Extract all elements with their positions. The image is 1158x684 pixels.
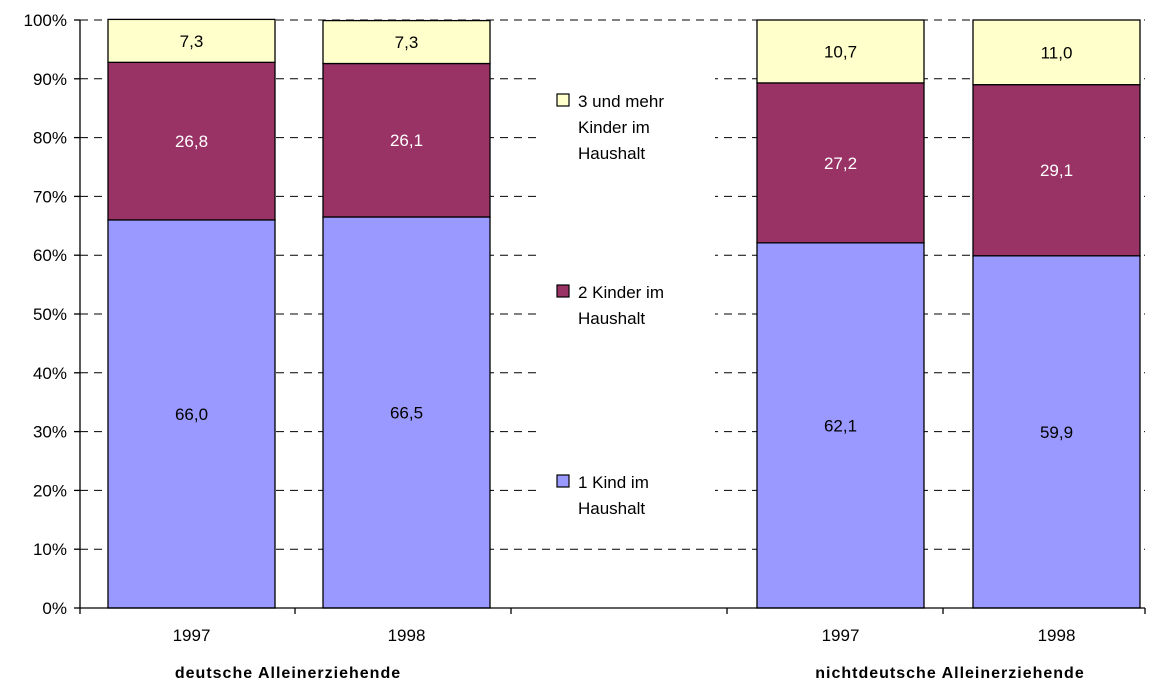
legend-label: 1 Kind im [578,473,649,492]
y-tick-label: 10% [33,540,67,559]
y-tick-label: 50% [33,305,67,324]
group-label: nichtdeutsche Alleinerziehende [815,665,1084,682]
data-label: 62,1 [824,416,857,435]
x-tick-label: 1997 [173,626,211,645]
y-tick-label: 30% [33,423,67,442]
bar-segment [756,82,925,244]
y-tick-label: 100% [24,11,67,30]
bar-segment [972,255,1141,609]
bar-segment [322,216,491,609]
data-label: 27,2 [824,154,857,173]
legend-label: Haushalt [578,144,645,163]
y-tick-label: 20% [33,481,67,500]
bar-segment [107,61,276,221]
bars: 66,0 26,8 7,3 66,5 26,1 7,3 62,1 27,2 10,7 59,9 29… [107,18,1141,609]
bar-segment [107,219,276,609]
axes: 0% 10% 20% 30% 40% 50% 60% 70% 80% 90% 100% 1997 199… [24,11,1146,682]
data-label: 29,1 [1040,161,1073,180]
y-tick-label: 80% [33,129,67,148]
legend-swatch [556,474,570,488]
bar-segment [756,19,925,84]
legend-label: Kinder im [578,118,650,137]
y-tick-label: 0% [42,599,67,618]
x-tick-label: 1998 [1038,626,1076,645]
bar-segment [972,84,1141,257]
legend-label: Haushalt [578,499,645,518]
y-tick-label: 60% [33,246,67,265]
x-tick-label: 1998 [388,626,426,645]
data-label: 10,7 [824,42,857,61]
x-tick-label: 1997 [822,626,860,645]
group-label: deutsche Alleinerziehende [175,665,401,682]
y-tick-label: 40% [33,364,67,383]
data-label: 11,0 [1041,43,1073,62]
legend-label: Haushalt [578,309,645,328]
legend-swatch [556,93,570,107]
y-tick-label: 70% [33,187,67,206]
data-label: 7,3 [395,33,419,52]
bar-segment [107,18,276,63]
bar-segment [972,19,1141,86]
data-label: 26,1 [390,131,423,150]
legend-swatch [556,284,570,298]
legend-label: 3 und mehr [578,92,664,111]
y-tick-label: 90% [33,70,67,89]
data-label: 66,0 [175,405,208,424]
data-label: 66,5 [390,403,423,422]
bar-segment [322,19,491,65]
legend: 3 und mehr Kinder im Haushalt 2 Kinder im Ha… [540,60,715,530]
bar-segment [322,62,491,218]
data-label: 7,3 [180,32,204,51]
data-label: 26,8 [175,132,208,151]
legend-label: 2 Kinder im [578,283,664,302]
data-label: 59,9 [1040,423,1073,442]
